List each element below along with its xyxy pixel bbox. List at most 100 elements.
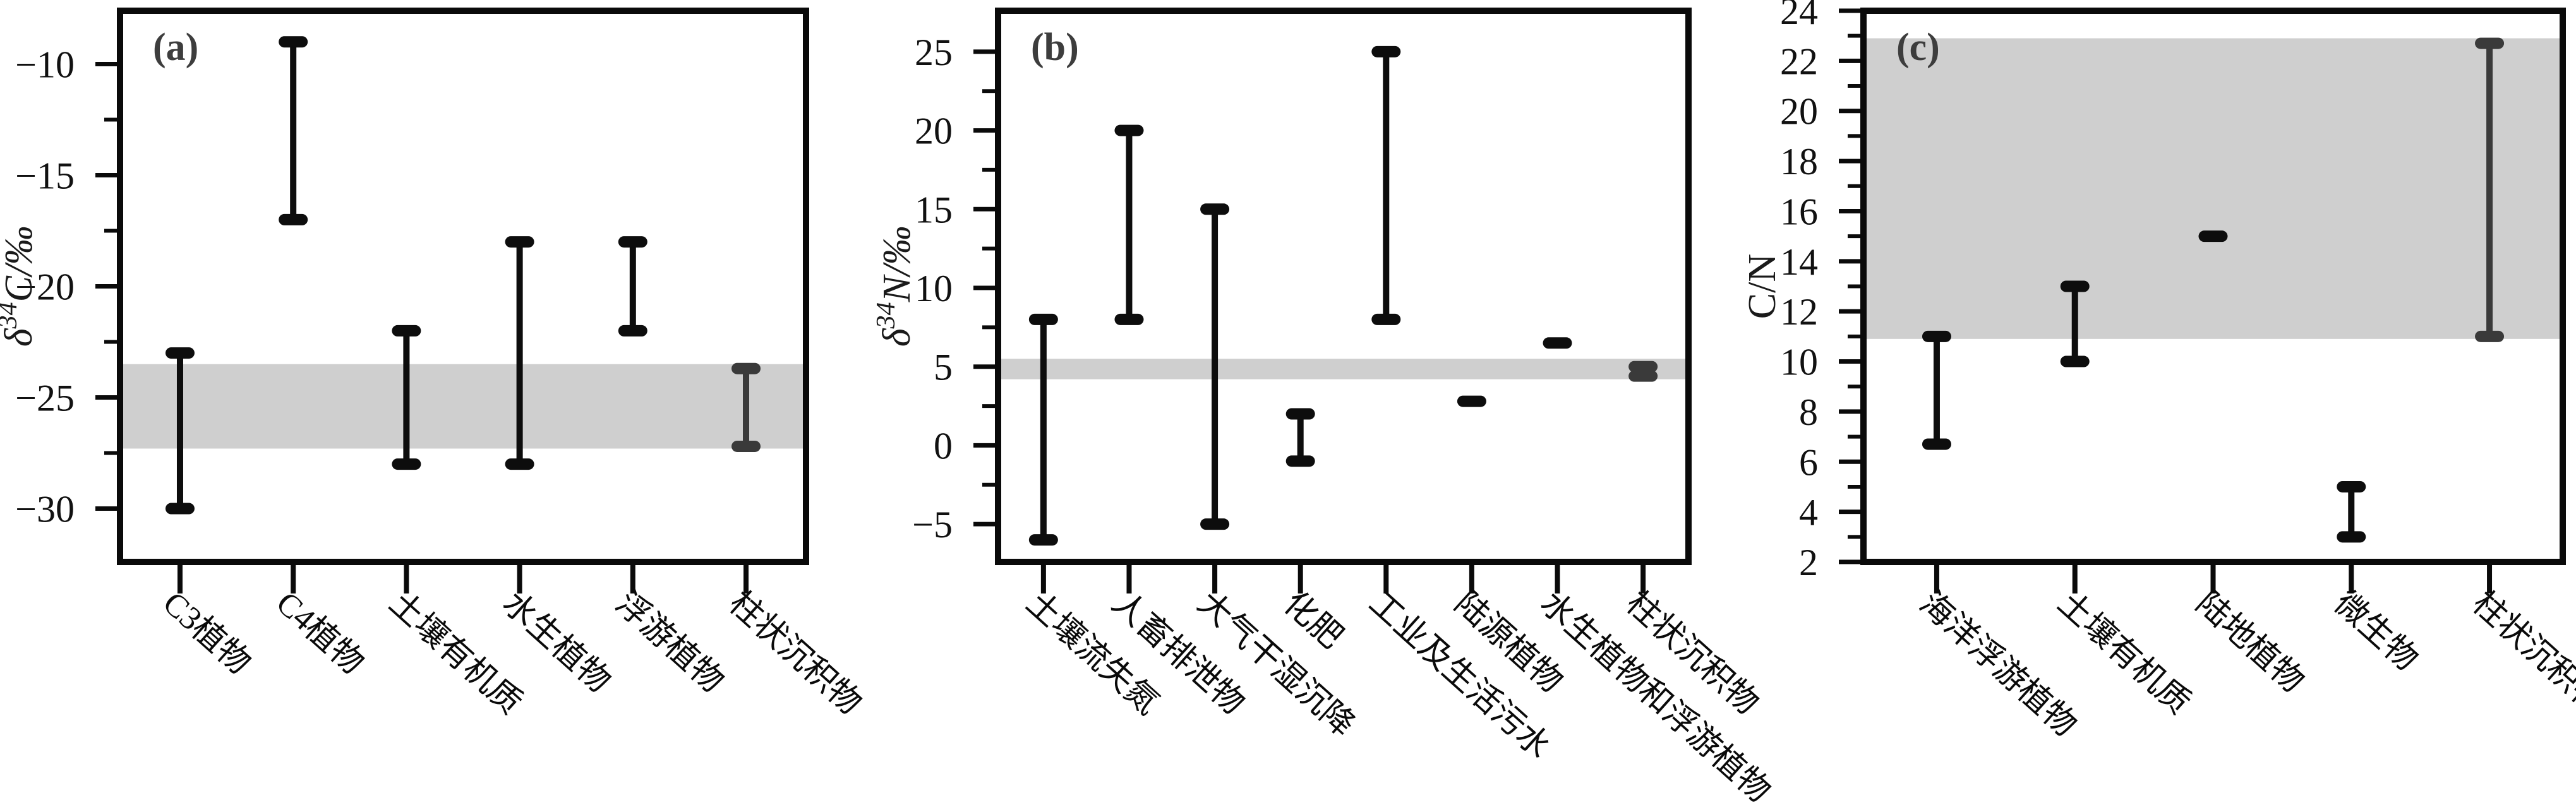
range-bar [1285,408,1315,467]
range-bar-cap [2337,531,2366,543]
category-label: 土壤有机质 [2051,585,2197,722]
range-bar-cap [1285,408,1315,420]
range-bar-cap [731,362,761,374]
reference-band [998,359,1688,379]
plot-box [995,8,1692,565]
range-bar-cap [165,503,195,515]
range-bar [731,362,761,452]
y-axis-title: δ34C/‰ [0,226,40,347]
category-label: 陆地植物 [2189,585,2311,700]
range-bar [618,236,647,337]
range-bar-cap [1028,313,1058,325]
range-bar-cap [1922,330,1951,342]
y-tick-label: 18 [1780,141,1818,182]
range-bar-cap [279,36,308,48]
range-bar-cap [1285,455,1315,467]
y-tick-label: 4 [1799,492,1818,534]
y-tick-label: 10 [1780,342,1818,383]
range-bar-cap [1628,361,1658,373]
range-bar-cap [1628,370,1658,382]
range-bar-cap [2060,355,2090,367]
plot-box [117,8,809,565]
range-bar-cap [1114,313,1144,325]
range-bar-cap [505,458,534,470]
category-label: 浮游植物 [609,585,731,700]
range-bar [1628,361,1658,382]
range-bar-cap [1028,534,1058,546]
range-bar [279,36,308,225]
y-tick-label: 24 [1780,0,1818,32]
range-bar-cap [1200,518,1230,530]
y-tick-label: −20 [15,266,75,308]
range-bar [2475,37,2505,342]
range-bar-cap [2337,480,2366,492]
range-bar [165,347,195,515]
y-tick-label: −15 [15,155,75,196]
range-bar [392,325,421,470]
range-bar-cap [618,325,647,337]
range-bar-cap [279,213,308,225]
y-tick-label: 8 [1799,391,1818,433]
range-bar-cap [1114,124,1144,136]
range-bar-cap [165,347,195,359]
range-bar-cap [1371,45,1401,57]
range-bar-cap [1200,203,1230,215]
panel-letter: (c) [1896,26,1940,69]
range-bar [1028,313,1058,546]
plot-box [1860,8,2566,565]
range-bar [2337,480,2366,543]
y-tick-label: −30 [15,489,75,530]
y-tick-label: −10 [15,44,75,85]
reference-band [1863,38,2563,339]
range-bar-cap [1371,313,1401,325]
y-tick-label: 22 [1780,40,1818,82]
category-label: 微生物 [2327,585,2424,678]
category-label: C3植物 [156,585,258,682]
range-bar [1114,124,1144,325]
y-tick-label: 25 [915,32,953,73]
y-tick-label: 16 [1780,191,1818,232]
range-bar-cap [392,325,421,337]
range-bar [2060,280,2090,367]
range-bar-cap [1543,337,1572,349]
range-bar [505,236,534,470]
range-bar-cap [392,458,421,470]
range-bar-cap [1457,395,1486,407]
range-bar-cap [618,236,647,248]
y-tick-label: 0 [934,425,953,467]
y-tick-label: −5 [912,504,953,546]
range-bar-cap [2198,230,2228,242]
y-tick-label: −25 [15,378,75,419]
y-tick-label: 20 [915,110,953,152]
range-bar [2198,230,2228,242]
range-bar [1371,45,1401,325]
range-bar-cap [731,440,761,452]
range-bar [1543,337,1572,349]
y-tick-label: 20 [1780,91,1818,133]
panel-letter: (a) [153,26,198,69]
y-tick-label: 15 [915,189,953,230]
panel-letter: (b) [1031,26,1079,69]
y-tick-label: 2 [1799,542,1818,583]
category-label: 化肥 [1277,585,1349,656]
reference-band [120,364,806,449]
range-bar [1457,395,1486,407]
range-bar-cap [2475,330,2505,342]
y-axis-title: C/N [1741,254,1784,319]
range-bar-cap [505,236,534,248]
range-bar [1200,203,1230,530]
y-tick-label: 6 [1799,441,1818,483]
range-bar-cap [2060,280,2090,292]
category-label: 柱状沉积物 [722,585,868,722]
y-tick-label: 12 [1780,291,1818,333]
category-label: 柱状沉积物 [2465,585,2576,722]
range-bar [1922,330,1951,450]
y-axis-title: δ34N/‰ [872,226,918,347]
y-tick-label: 10 [915,268,953,309]
category-label: C4植物 [269,585,371,682]
